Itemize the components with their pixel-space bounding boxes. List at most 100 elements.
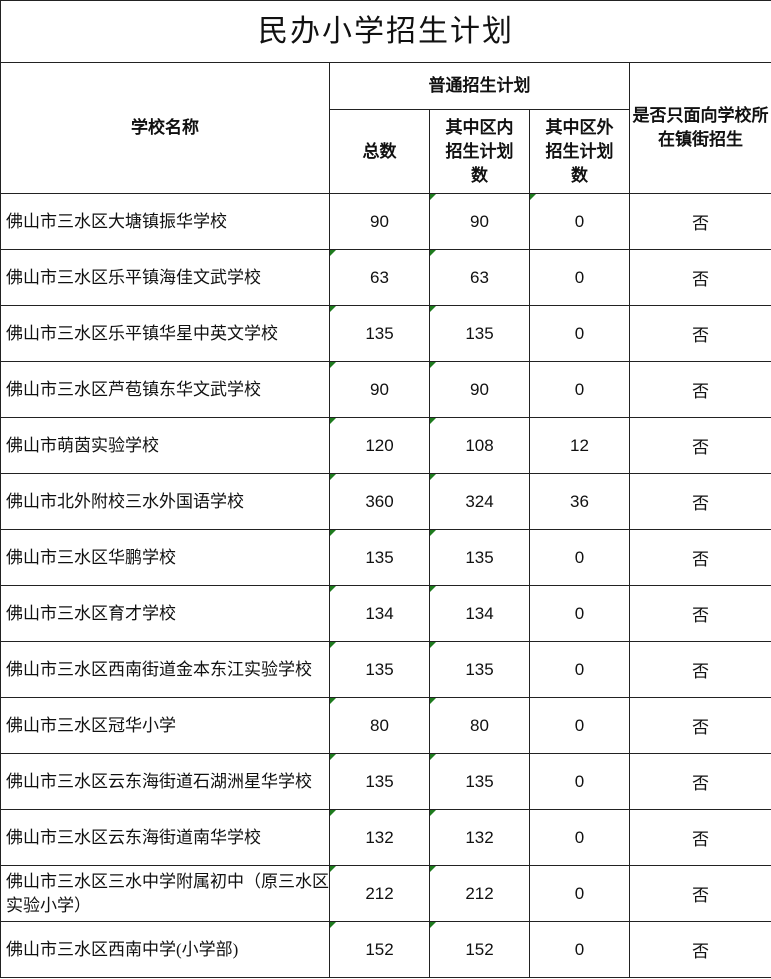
header-in-district: 其中区内招生计划数 xyxy=(429,109,530,194)
number-as-text-indicator-icon xyxy=(430,418,436,424)
total-cell: 63 xyxy=(329,249,430,306)
out-district-text: 0 xyxy=(574,323,585,343)
local-only-cell: 否 xyxy=(628,921,771,978)
table-row: 佛山市三水区育才学校 134 134 0 否 xyxy=(0,585,771,642)
in-district-text: 90 xyxy=(470,211,489,231)
table-row: 佛山市萌茵实验学校 120 108 12 否 xyxy=(0,417,771,474)
total-cell: 212 xyxy=(329,865,430,922)
number-as-text-indicator-icon xyxy=(330,810,336,816)
local-only-text: 否 xyxy=(692,550,710,569)
school-name-cell: 佛山市三水区乐平镇华星中英文学校 xyxy=(0,305,330,362)
local-only-text: 否 xyxy=(692,662,710,681)
out-district-cell: 0 xyxy=(529,697,630,754)
number-as-text-indicator-icon xyxy=(430,642,436,648)
local-only-text: 否 xyxy=(692,438,710,457)
local-only-cell: 否 xyxy=(628,529,771,586)
school-name-cell: 佛山市三水区乐平镇海佳文武学校 xyxy=(0,249,330,306)
school-name-text: 佛山市三水区云东海街道石湖洲星华学校 xyxy=(6,771,312,791)
school-name-cell: 佛山市三水区云东海街道南华学校 xyxy=(0,809,330,866)
out-district-text: 0 xyxy=(574,827,585,847)
in-district-text: 135 xyxy=(465,547,494,567)
local-only-text: 否 xyxy=(692,382,710,401)
local-only-text: 否 xyxy=(692,494,710,513)
number-as-text-indicator-icon xyxy=(430,754,436,760)
total-text: 90 xyxy=(370,211,389,231)
out-district-text: 0 xyxy=(574,659,585,679)
school-name-cell: 佛山市三水区育才学校 xyxy=(0,585,330,642)
local-only-text: 否 xyxy=(692,942,710,961)
local-only-text: 否 xyxy=(692,718,710,737)
total-text: 63 xyxy=(370,267,389,287)
table-row: 佛山市三水区乐平镇华星中英文学校 135 135 0 否 xyxy=(0,305,771,362)
total-text: 152 xyxy=(365,939,394,959)
table-row: 佛山市三水区云东海街道南华学校 132 132 0 否 xyxy=(0,809,771,866)
local-only-text: 否 xyxy=(692,830,710,849)
table-row: 佛山市三水区华鹏学校 135 135 0 否 xyxy=(0,529,771,586)
local-only-text: 否 xyxy=(692,214,710,233)
table-row: 佛山市三水区西南街道金本东江实验学校 135 135 0 否 xyxy=(0,641,771,698)
in-district-text: 135 xyxy=(465,771,494,791)
number-as-text-indicator-icon xyxy=(330,306,336,312)
number-as-text-indicator-icon xyxy=(330,922,336,928)
total-cell: 135 xyxy=(329,753,430,810)
school-name-text: 佛山市三水区冠华小学 xyxy=(6,715,176,735)
total-cell: 90 xyxy=(329,361,430,418)
total-text: 80 xyxy=(370,715,389,735)
in-district-cell: 80 xyxy=(429,697,530,754)
in-district-text: 324 xyxy=(465,491,494,511)
school-name-cell: 佛山市三水区芦苞镇东华文武学校 xyxy=(0,361,330,418)
out-district-cell: 0 xyxy=(529,585,630,642)
table-row: 佛山市三水区大塘镇振华学校 90 90 0 否 xyxy=(0,193,771,250)
school-name-text: 佛山市三水区华鹏学校 xyxy=(6,547,176,567)
local-only-text: 否 xyxy=(692,774,710,793)
school-name-cell: 佛山市三水区云东海街道石湖洲星华学校 xyxy=(0,753,330,810)
in-district-cell: 135 xyxy=(429,641,530,698)
total-text: 120 xyxy=(365,435,394,455)
total-text: 135 xyxy=(365,547,394,567)
number-as-text-indicator-icon xyxy=(430,586,436,592)
out-district-text: 0 xyxy=(574,267,585,287)
number-as-text-indicator-icon xyxy=(330,250,336,256)
school-name-text: 佛山市三水区三水中学附属初中（原三水区实验小学） xyxy=(6,871,329,915)
in-district-text: 63 xyxy=(470,267,489,287)
total-text: 134 xyxy=(365,603,394,623)
out-district-text: 0 xyxy=(574,715,585,735)
total-text: 135 xyxy=(365,771,394,791)
table-row: 佛山市三水区冠华小学 80 80 0 否 xyxy=(0,697,771,754)
in-district-cell: 135 xyxy=(429,305,530,362)
out-district-text: 0 xyxy=(574,771,585,791)
in-district-cell: 108 xyxy=(429,417,530,474)
school-name-text: 佛山市三水区育才学校 xyxy=(6,603,176,623)
in-district-text: 152 xyxy=(465,939,494,959)
local-only-text: 否 xyxy=(692,886,710,905)
out-district-cell: 0 xyxy=(529,529,630,586)
local-only-cell: 否 xyxy=(628,473,771,530)
number-as-text-indicator-icon xyxy=(330,754,336,760)
local-only-cell: 否 xyxy=(628,641,771,698)
out-district-cell: 0 xyxy=(529,193,630,250)
out-district-text: 0 xyxy=(574,883,585,903)
number-as-text-indicator-icon xyxy=(430,250,436,256)
school-name-text: 佛山市三水区乐平镇海佳文武学校 xyxy=(6,267,261,287)
out-district-cell: 0 xyxy=(529,249,630,306)
in-district-cell: 324 xyxy=(429,473,530,530)
school-name-cell: 佛山市三水区西南中学(小学部) xyxy=(0,921,330,978)
school-name-text: 佛山市三水区大塘镇振华学校 xyxy=(6,211,227,231)
header-total: 总数 xyxy=(329,109,430,194)
total-cell: 152 xyxy=(329,921,430,978)
total-cell: 360 xyxy=(329,473,430,530)
school-name-text: 佛山市三水区云东海街道南华学校 xyxy=(6,827,261,847)
out-district-text: 0 xyxy=(574,603,585,623)
in-district-cell: 63 xyxy=(429,249,530,306)
total-cell: 134 xyxy=(329,585,430,642)
local-only-cell: 否 xyxy=(628,417,771,474)
number-as-text-indicator-icon xyxy=(330,474,336,480)
local-only-cell: 否 xyxy=(628,809,771,866)
number-as-text-indicator-icon xyxy=(330,698,336,704)
out-district-cell: 0 xyxy=(529,921,630,978)
out-district-text: 0 xyxy=(574,211,585,231)
number-as-text-indicator-icon xyxy=(430,194,436,200)
school-name-cell: 佛山市三水区冠华小学 xyxy=(0,697,330,754)
in-district-cell: 152 xyxy=(429,921,530,978)
number-as-text-indicator-icon xyxy=(330,418,336,424)
